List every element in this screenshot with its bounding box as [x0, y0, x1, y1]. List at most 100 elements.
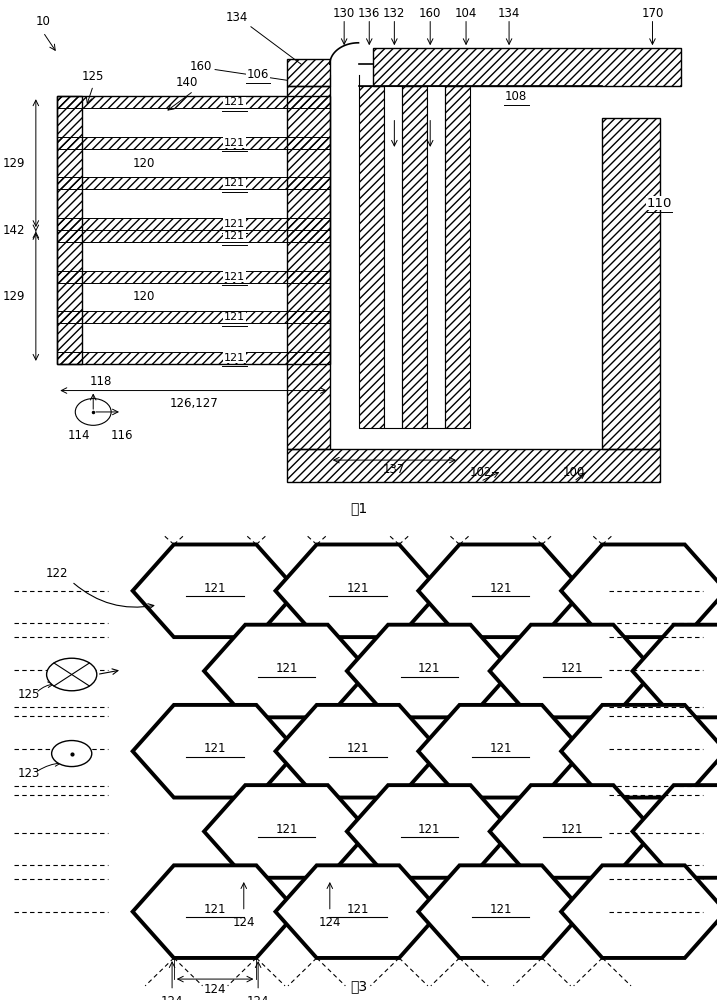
Text: 121: 121: [224, 231, 245, 241]
Text: 121: 121: [224, 138, 245, 148]
Text: 160: 160: [419, 7, 442, 20]
Text: 125: 125: [17, 688, 40, 701]
Text: 160: 160: [189, 60, 212, 73]
Text: 136: 136: [358, 7, 381, 20]
Text: 100: 100: [562, 466, 585, 479]
Bar: [287, 59, 330, 86]
Bar: [57, 271, 330, 283]
Bar: [57, 189, 330, 218]
Text: 129: 129: [3, 157, 25, 170]
Polygon shape: [275, 544, 440, 637]
Text: 125: 125: [82, 70, 105, 83]
Text: 104: 104: [455, 7, 478, 20]
Text: 116: 116: [110, 429, 133, 442]
Text: 132: 132: [383, 7, 406, 20]
Text: 120: 120: [132, 157, 155, 170]
Text: 124: 124: [204, 983, 227, 996]
Polygon shape: [490, 785, 655, 878]
Bar: [330, 64, 358, 86]
Text: 121: 121: [204, 582, 227, 595]
Text: 170: 170: [641, 7, 664, 20]
Text: 121: 121: [490, 903, 512, 916]
Text: 123: 123: [17, 767, 40, 780]
Text: 10: 10: [36, 15, 51, 28]
Text: 121: 121: [224, 312, 245, 322]
Bar: [57, 96, 330, 108]
Text: 106: 106: [247, 68, 270, 81]
Text: 122: 122: [46, 567, 69, 580]
Bar: [57, 242, 330, 271]
Bar: [373, 48, 681, 86]
Text: 121: 121: [275, 823, 298, 836]
Text: 124: 124: [318, 916, 341, 929]
Text: 129: 129: [3, 290, 25, 303]
Text: 121: 121: [561, 662, 584, 675]
Bar: [427, 86, 445, 428]
Text: 121: 121: [490, 742, 512, 755]
Circle shape: [47, 658, 97, 691]
Polygon shape: [347, 785, 512, 878]
Polygon shape: [204, 785, 369, 878]
Polygon shape: [490, 625, 655, 717]
Bar: [57, 149, 330, 177]
Polygon shape: [133, 705, 298, 798]
Text: 134: 134: [225, 11, 248, 24]
Polygon shape: [561, 865, 717, 958]
Text: 121: 121: [224, 178, 245, 188]
Polygon shape: [347, 625, 512, 717]
Text: 130: 130: [333, 7, 356, 20]
Polygon shape: [275, 705, 440, 798]
Text: 108: 108: [505, 90, 528, 103]
Bar: [358, 86, 384, 428]
Text: 121: 121: [275, 662, 298, 675]
Polygon shape: [418, 705, 583, 798]
Bar: [57, 96, 82, 364]
Text: 124: 124: [232, 916, 255, 929]
Text: 121: 121: [418, 823, 440, 836]
Text: 121: 121: [346, 903, 369, 916]
Text: 118: 118: [89, 375, 112, 388]
Bar: [57, 137, 330, 149]
Text: 102: 102: [469, 466, 492, 479]
Bar: [602, 118, 660, 449]
Polygon shape: [133, 544, 298, 637]
Circle shape: [52, 741, 92, 767]
Text: 137: 137: [383, 463, 406, 476]
Bar: [57, 352, 330, 364]
Bar: [57, 96, 330, 364]
Text: 121: 121: [346, 582, 369, 595]
Text: 121: 121: [204, 903, 227, 916]
Polygon shape: [561, 705, 717, 798]
Bar: [57, 323, 330, 352]
Text: 121: 121: [418, 662, 440, 675]
Polygon shape: [632, 625, 717, 717]
Polygon shape: [204, 625, 369, 717]
Text: 图3: 图3: [350, 979, 367, 993]
Bar: [402, 86, 427, 428]
Bar: [57, 230, 330, 242]
Text: 124: 124: [161, 995, 184, 1000]
Text: 110: 110: [647, 197, 673, 210]
Polygon shape: [275, 865, 440, 958]
Text: 114: 114: [67, 429, 90, 442]
Bar: [57, 108, 330, 137]
Text: 134: 134: [498, 7, 521, 20]
Polygon shape: [418, 544, 583, 637]
Text: 图1: 图1: [350, 501, 367, 515]
Text: 140: 140: [175, 76, 198, 89]
Bar: [287, 86, 330, 449]
Bar: [287, 449, 660, 482]
Bar: [57, 311, 330, 323]
Text: 121: 121: [224, 97, 245, 107]
Polygon shape: [632, 785, 717, 878]
Text: 121: 121: [346, 742, 369, 755]
Polygon shape: [561, 544, 717, 637]
Polygon shape: [133, 865, 298, 958]
Text: 121: 121: [224, 353, 245, 363]
Text: 121: 121: [490, 582, 512, 595]
Bar: [57, 177, 330, 189]
Text: 121: 121: [204, 742, 227, 755]
Text: 120: 120: [132, 290, 155, 303]
Polygon shape: [418, 865, 583, 958]
Bar: [384, 86, 402, 428]
